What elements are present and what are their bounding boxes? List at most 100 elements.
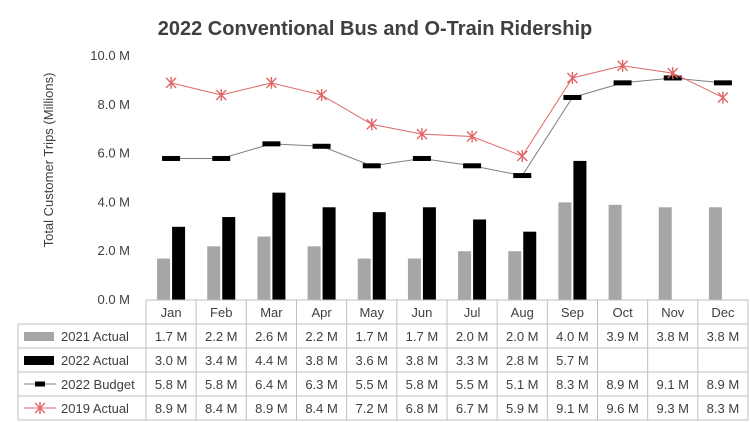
data-label: 8.3 M [556, 377, 589, 392]
y-tick-label: 6.0 M [97, 146, 130, 161]
bar-2021-actual [407, 258, 421, 300]
data-label: 8.9 M [606, 377, 639, 392]
y-tick-label: 10.0 M [90, 48, 130, 63]
x-tick-label: Oct [612, 305, 633, 320]
chart-title: 2022 Conventional Bus and O-Train Riders… [158, 18, 593, 40]
bar-2021-actual [658, 207, 672, 300]
data-label: 9.6 M [606, 401, 639, 416]
data-label: 4.0 M [556, 329, 589, 344]
bar-2021-actual [157, 258, 171, 300]
data-label: 1.7 M [155, 329, 188, 344]
x-tick-label: Jun [411, 305, 432, 320]
bar-2022-actual [322, 207, 336, 300]
marker-2022-budget [262, 141, 281, 147]
data-label: 6.4 M [255, 377, 288, 392]
data-label: 2.6 M [255, 329, 288, 344]
data-label: 3.8 M [305, 353, 338, 368]
bar-2021-actual [357, 258, 371, 300]
x-tick-label: Mar [260, 305, 283, 320]
data-label: 3.3 M [456, 353, 489, 368]
legend-marker-2019-actual [34, 402, 46, 414]
data-label: 5.8 M [205, 377, 238, 392]
bar-2022-actual [272, 192, 286, 300]
data-label: 6.7 M [456, 401, 489, 416]
data-label: 5.5 M [355, 377, 388, 392]
marker-2022-budget [563, 94, 582, 100]
marker-2022-budget [312, 143, 331, 149]
bar-2021-actual [558, 202, 572, 300]
bar-2021-actual [257, 236, 271, 300]
bar-2021-actual [458, 251, 472, 300]
data-label: 5.1 M [506, 377, 539, 392]
marker-2022-budget [362, 163, 381, 169]
x-tick-label: Aug [511, 305, 534, 320]
x-tick-label: Sep [561, 305, 584, 320]
marker-2019-actual [566, 71, 578, 84]
marker-2019-actual [516, 150, 528, 163]
marker-2022-budget [162, 155, 181, 161]
data-label: 1.7 M [355, 329, 388, 344]
data-label: 2.0 M [456, 329, 489, 344]
data-label: 3.4 M [205, 353, 238, 368]
marker-2022-budget [513, 173, 532, 179]
data-label: 5.8 M [406, 377, 439, 392]
marker-2019-actual [717, 91, 729, 104]
data-label: 3.8 M [656, 329, 689, 344]
data-label: 3.8 M [707, 329, 740, 344]
marker-2022-budget [463, 163, 482, 169]
data-label: 9.1 M [656, 377, 689, 392]
bar-2021-actual [307, 246, 321, 300]
data-label: 3.9 M [606, 329, 639, 344]
marker-2022-budget [713, 80, 732, 86]
marker-2019-actual [316, 89, 328, 102]
marker-2019-actual [466, 130, 478, 143]
y-tick-label: 0.0 M [97, 292, 130, 307]
data-label: 6.3 M [305, 377, 338, 392]
data-label: 7.2 M [355, 401, 388, 416]
legend-label: 2019 Actual [61, 401, 129, 416]
line-2022-budget [171, 77, 723, 177]
marker-2019-actual [165, 76, 177, 89]
marker-2019-actual [617, 59, 629, 72]
data-label: 2.8 M [506, 353, 539, 368]
bar-2021-actual [708, 207, 722, 300]
line-2019-actual [170, 65, 724, 157]
x-tick-label: Jan [161, 305, 182, 320]
bar-2022-actual [473, 219, 487, 300]
bar-2021-actual [608, 204, 622, 300]
data-label: 3.0 M [155, 353, 188, 368]
y-axis-label: Total Customer Trips (Millions) [41, 73, 56, 248]
y-tick-label: 2.0 M [97, 243, 130, 258]
data-label: 5.5 M [456, 377, 489, 392]
data-label: 5.9 M [506, 401, 539, 416]
bar-2022-actual [222, 217, 236, 300]
x-tick-label: May [359, 305, 384, 320]
x-tick-label: Jul [464, 305, 481, 320]
data-label: 2.0 M [506, 329, 539, 344]
data-label: 5.7 M [556, 353, 589, 368]
marker-2019-actual [416, 128, 428, 141]
marker-2019-actual [366, 118, 378, 131]
bar-2022-actual [172, 226, 186, 300]
marker-2019-actual [265, 76, 277, 89]
data-label: 6.8 M [406, 401, 439, 416]
y-tick-label: 4.0 M [97, 194, 130, 209]
data-label: 9.1 M [556, 401, 589, 416]
data-label: 3.8 M [406, 353, 439, 368]
x-tick-label: Nov [661, 305, 685, 320]
data-label: 1.7 M [406, 329, 439, 344]
plot-area: 0.0 M 2.0 M 4.0 M 6.0 M 8.0 M 10.0 M [90, 48, 732, 307]
legend-label: 2022 Budget [61, 377, 135, 392]
bar-2022-actual [372, 212, 386, 300]
data-label: 8.9 M [255, 401, 288, 416]
data-label: 2.2 M [205, 329, 238, 344]
data-label: 5.8 M [155, 377, 188, 392]
y-tick-label: 8.0 M [97, 97, 130, 112]
data-label: 2.2 M [305, 329, 338, 344]
data-table: Jan Feb Mar Apr May Jun Jul Aug Sep Oct Nov Dec 2021… [17, 299, 749, 421]
data-label: 8.4 M [305, 401, 338, 416]
marker-2019-actual [667, 67, 679, 80]
bar-2021-actual [508, 251, 522, 300]
legend-marker-2022-budget [35, 381, 45, 387]
